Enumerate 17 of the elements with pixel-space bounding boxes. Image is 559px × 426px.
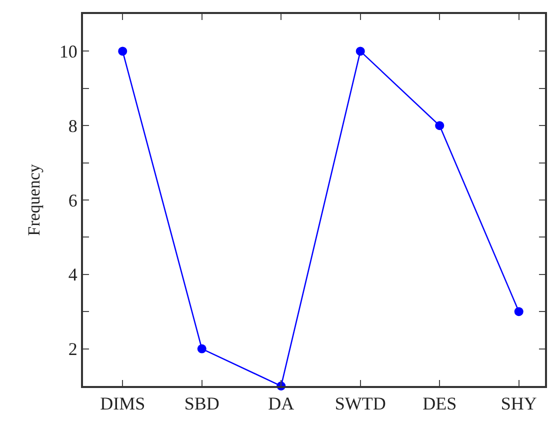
point [356,46,365,56]
y-tick-label: 8 [68,116,78,136]
x-tick-label: SWTD [334,394,386,414]
y-axis-title: Frequency [24,164,44,236]
point [435,121,444,130]
point [197,344,206,354]
y-tick-label: 2 [68,339,78,360]
point [118,46,128,56]
y-tick-label: 6 [68,190,78,210]
x-tick-label: DA [268,394,294,414]
x-tick-label: DIMS [100,394,146,414]
x-tick-label: SHY [500,394,537,414]
x-tick-label: DES [422,394,457,414]
x-tick-label: SBD [184,394,220,414]
y-tick-label: 10 [59,42,78,62]
point [514,307,524,316]
y-tick-label: 4 [68,264,78,285]
